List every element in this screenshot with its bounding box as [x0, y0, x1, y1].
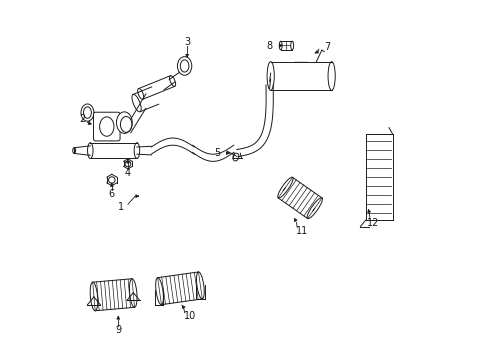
Text: 4: 4 [124, 168, 131, 178]
Ellipse shape [132, 94, 141, 112]
Text: 12: 12 [366, 218, 379, 228]
Ellipse shape [306, 198, 322, 219]
Text: 10: 10 [183, 311, 196, 321]
Ellipse shape [138, 89, 143, 99]
Ellipse shape [129, 279, 137, 307]
Ellipse shape [196, 272, 204, 299]
Ellipse shape [277, 177, 292, 198]
Text: 6: 6 [108, 189, 115, 199]
Text: 8: 8 [266, 41, 272, 50]
Text: 11: 11 [295, 226, 307, 236]
Ellipse shape [327, 62, 335, 90]
Text: 9: 9 [115, 325, 121, 335]
Ellipse shape [266, 62, 274, 90]
Ellipse shape [177, 57, 191, 75]
FancyBboxPatch shape [93, 112, 120, 141]
Text: 7: 7 [323, 42, 329, 52]
Ellipse shape [116, 112, 132, 134]
Ellipse shape [169, 76, 175, 86]
Ellipse shape [279, 41, 282, 50]
Text: 2: 2 [79, 114, 85, 124]
Ellipse shape [87, 143, 93, 158]
Ellipse shape [290, 41, 293, 50]
Text: 5: 5 [214, 148, 220, 158]
Ellipse shape [155, 278, 163, 305]
Ellipse shape [232, 153, 238, 161]
Ellipse shape [134, 143, 140, 158]
Ellipse shape [100, 117, 114, 136]
Ellipse shape [90, 282, 98, 311]
Text: 3: 3 [183, 37, 190, 47]
Ellipse shape [81, 104, 94, 121]
Text: 1: 1 [118, 202, 123, 212]
